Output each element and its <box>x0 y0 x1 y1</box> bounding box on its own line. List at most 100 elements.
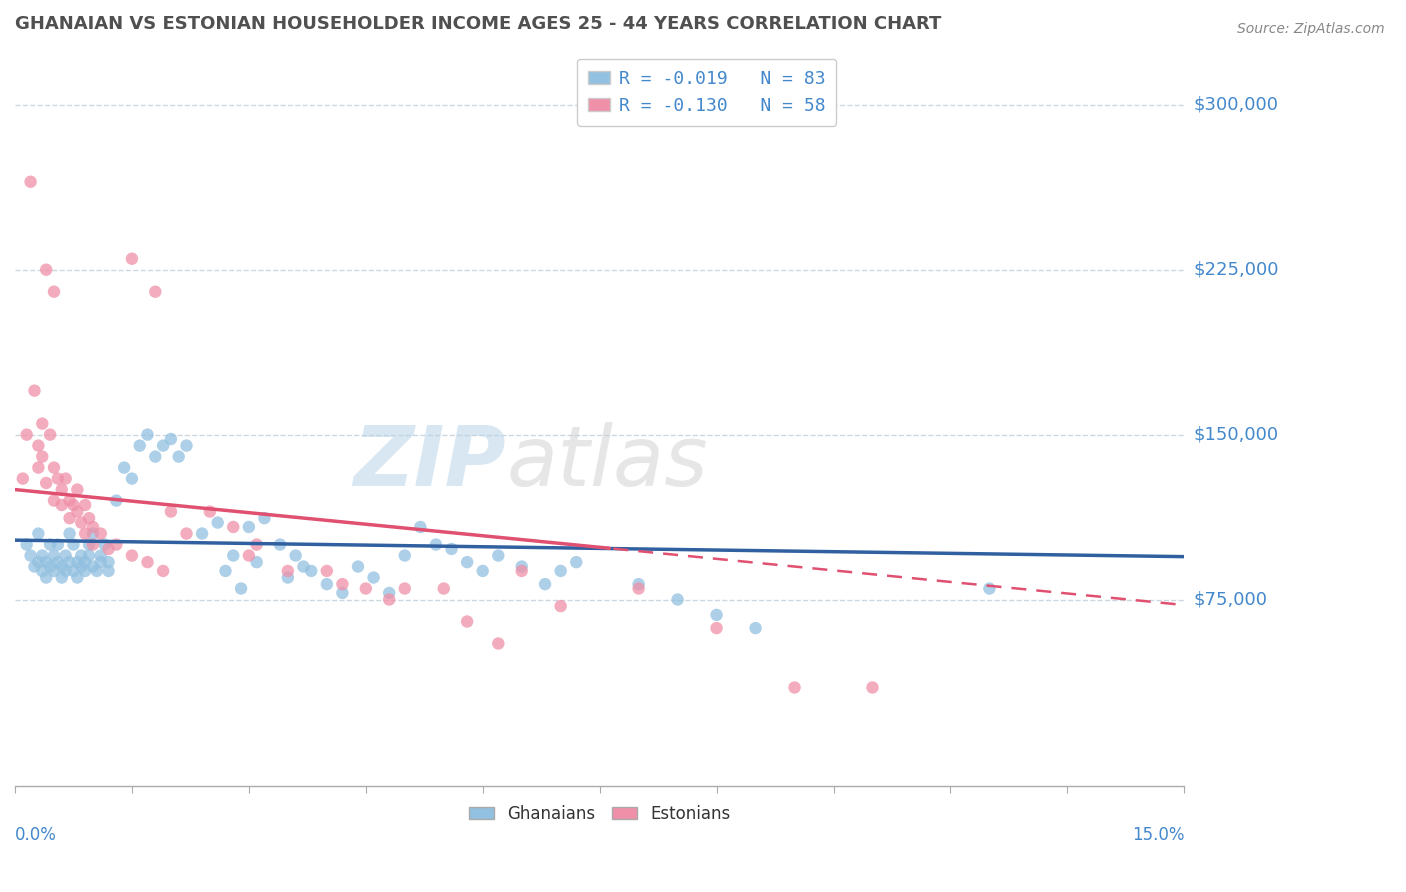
Point <box>627 577 650 591</box>
Point <box>176 439 198 453</box>
Point <box>42 564 65 578</box>
Point <box>24 384 46 398</box>
Text: ZIP: ZIP <box>353 422 506 503</box>
Point <box>440 541 463 556</box>
Point <box>46 555 69 569</box>
Point <box>160 432 183 446</box>
Point <box>378 592 401 607</box>
Point <box>246 555 269 569</box>
Point <box>93 537 115 551</box>
Point <box>332 577 354 591</box>
Text: GHANAIAN VS ESTONIAN HOUSEHOLDER INCOME AGES 25 - 44 YEARS CORRELATION CHART: GHANAIAN VS ESTONIAN HOUSEHOLDER INCOME … <box>15 15 942 33</box>
Point <box>627 582 650 596</box>
Point <box>862 681 884 695</box>
Point <box>269 537 291 551</box>
Point <box>66 483 89 497</box>
Point <box>979 582 1001 596</box>
Point <box>70 559 93 574</box>
Text: Source: ZipAtlas.com: Source: ZipAtlas.com <box>1237 22 1385 37</box>
Point <box>27 460 49 475</box>
Point <box>55 472 77 486</box>
Point <box>550 599 572 614</box>
Point <box>744 621 766 635</box>
Point <box>425 537 447 551</box>
Point <box>15 427 38 442</box>
Point <box>534 577 557 591</box>
Point <box>39 537 62 551</box>
Point <box>363 570 385 584</box>
Point <box>277 570 299 584</box>
Point <box>191 526 214 541</box>
Point <box>90 526 112 541</box>
Point <box>90 549 112 563</box>
Point <box>299 564 322 578</box>
Point <box>66 555 89 569</box>
Point <box>783 681 806 695</box>
Point <box>143 285 166 299</box>
Point <box>105 537 128 551</box>
Point <box>207 516 229 530</box>
Point <box>27 555 49 569</box>
Point <box>222 520 245 534</box>
Point <box>565 555 588 569</box>
Point <box>97 555 120 569</box>
Point <box>246 537 269 551</box>
Text: $225,000: $225,000 <box>1194 260 1279 278</box>
Point <box>90 555 112 569</box>
Point <box>394 582 416 596</box>
Point <box>706 621 728 635</box>
Text: $75,000: $75,000 <box>1194 591 1268 608</box>
Point <box>82 526 104 541</box>
Point <box>42 285 65 299</box>
Point <box>433 582 456 596</box>
Point <box>77 549 100 563</box>
Point <box>510 559 533 574</box>
Point <box>55 564 77 578</box>
Point <box>238 549 260 563</box>
Point <box>20 549 42 563</box>
Point <box>284 549 307 563</box>
Point <box>456 615 478 629</box>
Point <box>62 498 84 512</box>
Point <box>58 555 80 569</box>
Point <box>315 564 337 578</box>
Point <box>55 549 77 563</box>
Point <box>347 559 370 574</box>
Point <box>82 537 104 551</box>
Point <box>97 564 120 578</box>
Point <box>66 570 89 584</box>
Point <box>77 511 100 525</box>
Point <box>46 537 69 551</box>
Point <box>51 483 73 497</box>
Point <box>105 493 128 508</box>
Point <box>46 472 69 486</box>
Point <box>62 537 84 551</box>
Point <box>315 577 337 591</box>
Legend: Ghanaians, Estonians: Ghanaians, Estonians <box>463 798 737 830</box>
Point <box>152 439 174 453</box>
Point <box>198 505 221 519</box>
Point <box>15 537 38 551</box>
Point <box>51 570 73 584</box>
Point <box>35 262 58 277</box>
Point <box>27 526 49 541</box>
Point <box>143 450 166 464</box>
Point <box>486 636 509 650</box>
Point <box>486 549 509 563</box>
Point <box>35 570 58 584</box>
Point <box>471 564 494 578</box>
Point <box>77 537 100 551</box>
Point <box>378 586 401 600</box>
Point <box>75 526 97 541</box>
Point <box>42 549 65 563</box>
Point <box>253 511 276 525</box>
Point <box>666 592 689 607</box>
Point <box>121 472 143 486</box>
Point <box>277 564 299 578</box>
Point <box>706 607 728 622</box>
Point <box>20 175 42 189</box>
Point <box>121 549 143 563</box>
Point <box>31 549 53 563</box>
Point <box>238 520 260 534</box>
Point <box>75 564 97 578</box>
